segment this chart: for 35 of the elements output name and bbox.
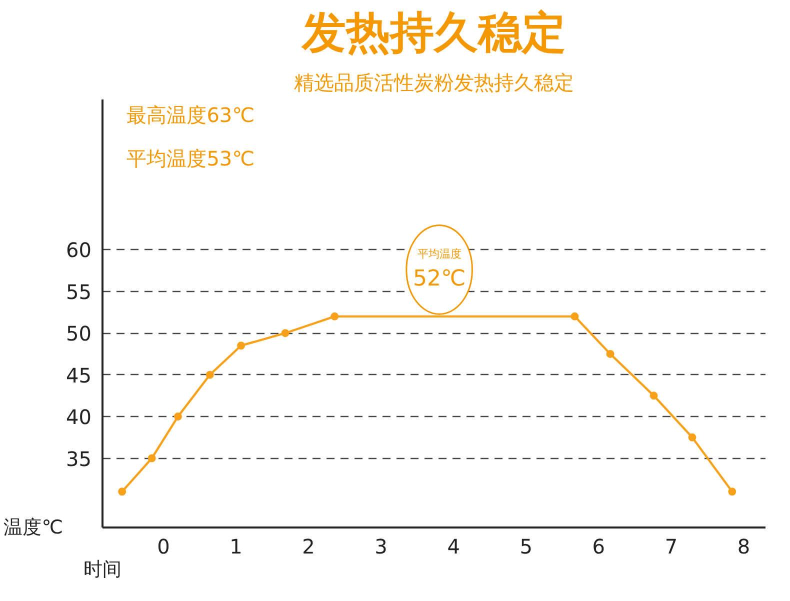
point: [330, 312, 339, 320]
annotation: 平均温度: [417, 247, 462, 260]
y-tick-label: 60: [66, 238, 92, 262]
x-tick-label: 2: [302, 534, 315, 558]
x-tick-label: 0: [157, 534, 170, 558]
x-tick-label: 4: [447, 534, 460, 558]
point: [688, 433, 696, 442]
y-tick-label: 50: [66, 322, 92, 346]
y-tick-label: 35: [66, 446, 92, 471]
x-axis-title: 时间: [84, 558, 122, 580]
chart-title: 发热持久稳定: [301, 8, 566, 58]
x-tick-label: 5: [520, 534, 532, 558]
x-tick-label: 7: [664, 534, 678, 558]
point: [148, 454, 156, 462]
x-tick-label: 8: [737, 534, 750, 558]
point: [281, 329, 290, 338]
point: [118, 488, 126, 496]
point: [237, 342, 246, 350]
y-tick-label: 45: [66, 363, 92, 388]
y-tick-label: 55: [66, 280, 92, 304]
point: [206, 370, 214, 379]
x-tick-label: 6: [592, 534, 606, 558]
point: [728, 488, 736, 496]
point: [606, 350, 614, 358]
point: [650, 392, 658, 400]
annotation: 52℃: [412, 266, 466, 292]
annotation: 平均温度53℃: [126, 146, 255, 170]
x-tick-label: 1: [230, 534, 242, 558]
annotation: 最高温度63℃: [126, 103, 255, 128]
y-tick-label: 40: [66, 405, 92, 430]
x-tick-label: 3: [374, 534, 388, 558]
chart-subtitle: 精选品质活性炭粉发热持久稳定: [294, 70, 574, 94]
y-axis-title: 温度℃: [4, 516, 64, 538]
point: [174, 412, 182, 421]
point: [570, 312, 579, 320]
